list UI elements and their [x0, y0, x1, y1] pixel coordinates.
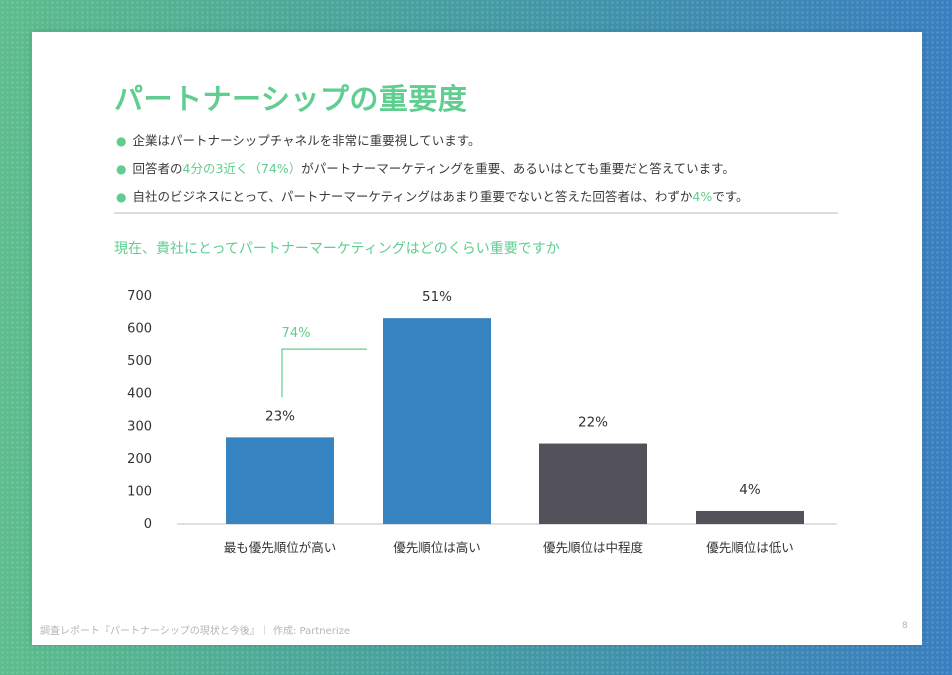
bullet-text: 企業はパートナーシップチャネルを非常に重要視しています。 [132, 133, 481, 148]
bullet-item: ● 回答者の4分の3近く（74%）がパートナーマーケティングを重要、あるいはとても… [116, 155, 748, 183]
bar [539, 443, 647, 524]
bullet-dot-icon: ● [116, 162, 127, 176]
data-label: 22% [578, 415, 608, 431]
bullet-text: 自社のビジネスにとって、パートナーマーケティングはあまり重要でないと答えた回答者… [132, 189, 693, 204]
category-label: 優先順位は低い [706, 540, 794, 555]
annotation-bracket [281, 348, 367, 398]
y-tick-label: 600 [127, 322, 152, 337]
data-label: 51% [422, 289, 452, 305]
footer-text: 調査レポート『パートナーシップの現状と今後』｜ 作成: Partnerize [40, 626, 351, 637]
bar [383, 318, 491, 524]
bullet-highlight: 4% [692, 189, 713, 204]
y-tick-label: 500 [127, 354, 152, 369]
bullet-text: がパートナーマーケティングを重要、あるいはとても重要だと答えています。 [301, 161, 735, 176]
y-tick-label: 100 [127, 484, 152, 499]
category-label: 優先順位は高い [393, 540, 481, 555]
bar-chart: 0 100 200 300 400 500 600 700 23% 最も優先順位が高い 51% 優先順… [127, 289, 837, 555]
bullet-text: です。 [712, 189, 749, 204]
y-tick-label: 0 [144, 517, 152, 532]
data-label: 4% [739, 482, 761, 498]
y-tick-label: 400 [127, 387, 152, 402]
bullet-highlight: 4分の3近く（74%） [182, 161, 302, 176]
page-number: 8 [902, 621, 908, 631]
page-title: パートナーシップの重要度 [114, 82, 468, 116]
bullet-dot-icon: ● [116, 134, 127, 148]
y-tick-label: 300 [127, 419, 152, 434]
y-tick-label: 700 [127, 289, 152, 304]
bullet-item: ● 企業はパートナーシップチャネルを非常に重要視しています。 [116, 127, 748, 155]
data-label: 23% [265, 408, 295, 424]
report-page: パートナーシップの重要度 ● 企業はパートナーシップチャネルを非常に重要視していま… [32, 32, 922, 645]
category-label: 最も優先順位が高い [224, 540, 337, 555]
section-divider [114, 212, 838, 214]
bullet-item: ● 自社のビジネスにとって、パートナーマーケティングはあまり重要でないと答えた回答… [116, 183, 748, 211]
bullet-dot-icon: ● [116, 190, 127, 204]
chart-question: 現在、貴社にとってパートナーマーケティングはどのくらい重要ですか [114, 241, 560, 257]
bar [226, 437, 334, 524]
summary-bullets: ● 企業はパートナーシップチャネルを非常に重要視しています。 ● 回答者の4分の3近… [116, 127, 748, 211]
bar [696, 510, 804, 524]
category-label: 優先順位は中程度 [543, 540, 644, 555]
y-tick-label: 200 [127, 452, 152, 467]
annotation-label: 74% [282, 326, 311, 341]
bullet-text: 回答者の [132, 161, 183, 176]
